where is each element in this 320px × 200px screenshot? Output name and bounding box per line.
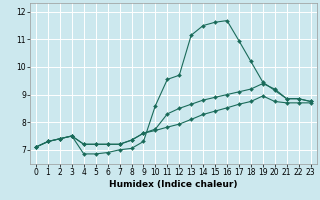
X-axis label: Humidex (Indice chaleur): Humidex (Indice chaleur) — [109, 180, 237, 189]
